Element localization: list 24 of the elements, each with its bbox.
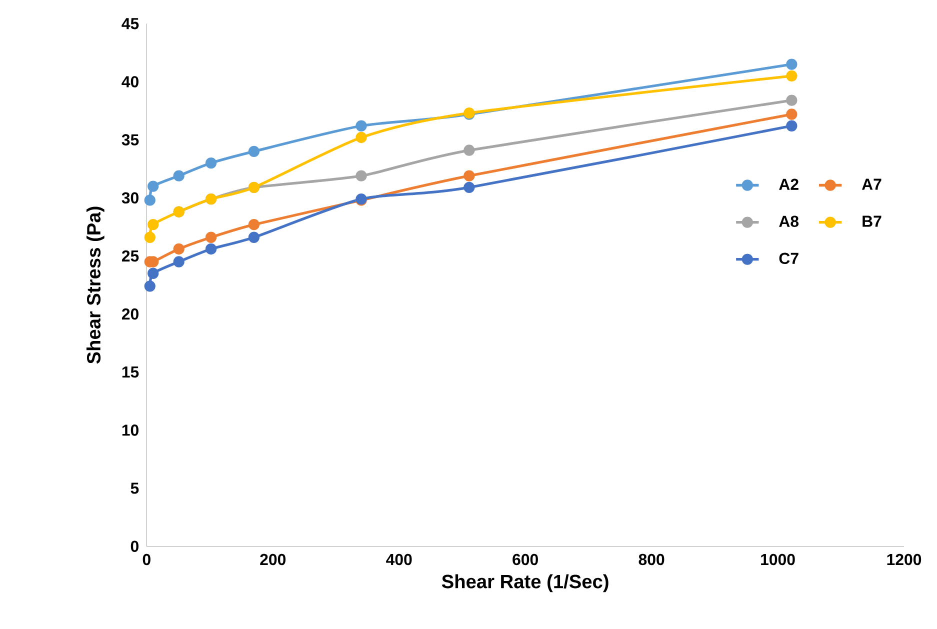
- legend-label: A7: [862, 178, 882, 190]
- x-axis-title: Shear Rate (1/Sec): [442, 574, 608, 592]
- y-tick-label: 5: [130, 482, 139, 494]
- x-tick-label: 600: [512, 554, 538, 566]
- y-tick-label: 15: [122, 366, 139, 378]
- x-tick-label: 0: [142, 554, 150, 566]
- x-tick-label: 800: [638, 554, 664, 566]
- y-tick-label: 20: [122, 308, 138, 320]
- y-tick-label: 25: [122, 250, 139, 262]
- y-tick-label: 0: [130, 540, 138, 552]
- y-tick-label: 10: [122, 424, 138, 436]
- legend-label: B7: [862, 216, 882, 227]
- legend-label: C7: [779, 252, 798, 264]
- x-tick-label: 200: [260, 554, 286, 566]
- y-tick-label: 40: [122, 76, 138, 88]
- x-tick-label: 400: [386, 554, 412, 566]
- y-axis-title: Shear Stress (Pa): [86, 206, 104, 364]
- legend-label: A2: [779, 178, 798, 190]
- y-tick-label: 45: [122, 18, 139, 30]
- x-tick-label: 1000: [761, 554, 795, 566]
- y-tick-label: 30: [122, 192, 138, 204]
- legend-label: A8: [779, 216, 799, 227]
- y-tick-label: 35: [122, 134, 139, 146]
- x-tick-label: 1200: [887, 554, 922, 566]
